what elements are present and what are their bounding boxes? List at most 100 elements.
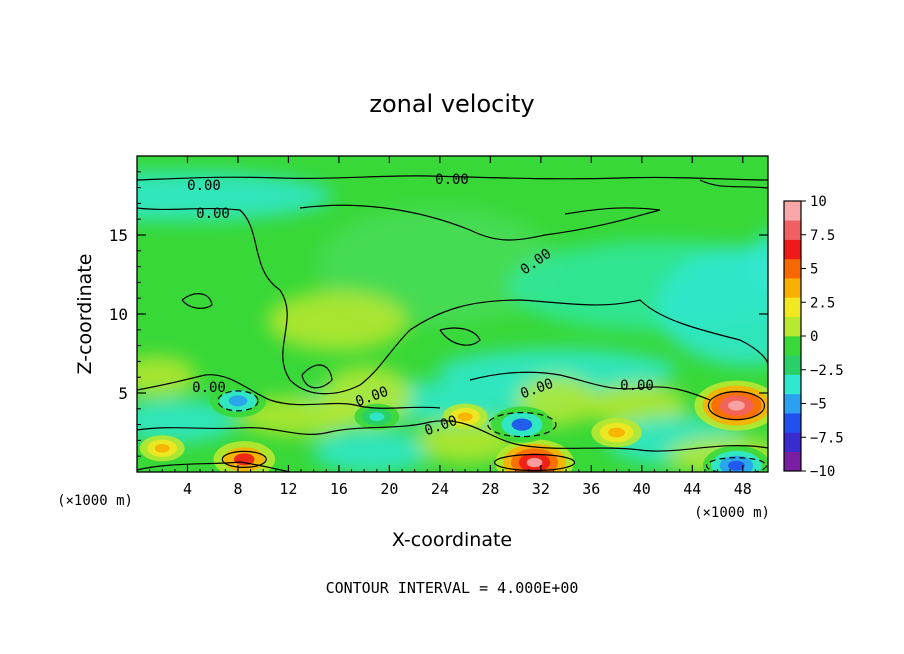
x-tick-label: 12 <box>279 480 297 498</box>
x-tick: 32 <box>532 156 550 498</box>
velocity-core <box>495 439 574 472</box>
colorbar-segment <box>784 451 801 472</box>
contour-label: 0.00 <box>620 378 654 394</box>
x-unit-right: (×1000 m) <box>694 505 770 521</box>
negative-contour <box>705 457 768 472</box>
x-axis: 4 8 12 16 20 24 28 32 36 40 44 48 <box>149 156 756 498</box>
colorbar-label: −10 <box>810 464 835 480</box>
colorbar-segment <box>784 374 801 395</box>
positive-contour <box>221 450 267 468</box>
y-tick-label: 15 <box>109 226 128 245</box>
y-tick: 15 <box>109 226 768 245</box>
colorbar-label: −2.5 <box>810 363 844 379</box>
x-tick: 12 <box>279 156 297 498</box>
x-tick: 8 <box>233 156 242 498</box>
contour-lines <box>137 175 768 472</box>
colorbar-segment <box>784 393 801 414</box>
contour-label: 0.00 <box>196 206 230 222</box>
contour-line <box>137 374 441 409</box>
contour-label: 0.00 <box>435 172 469 188</box>
field-patch <box>137 399 237 443</box>
x-tick-label: 32 <box>532 480 550 498</box>
field-patch <box>137 356 197 396</box>
x-tick: 36 <box>582 156 600 498</box>
field-patch <box>312 429 432 472</box>
x-tick-label: 16 <box>330 480 348 498</box>
field-patch <box>747 232 768 290</box>
y-tick: 10 <box>109 305 768 324</box>
velocity-core <box>209 384 266 418</box>
contour-line <box>439 327 481 346</box>
contour-line <box>469 371 711 401</box>
colorbar-segment <box>784 220 801 240</box>
colorbar-segment <box>784 316 801 337</box>
positive-contour <box>707 391 766 421</box>
velocity-core <box>213 441 276 472</box>
velocity-core <box>491 406 553 443</box>
plot-area <box>137 156 768 472</box>
negative-contour <box>217 390 259 412</box>
contour-line <box>137 207 768 395</box>
x-tick: 20 <box>380 156 398 498</box>
contour-line <box>699 179 768 189</box>
colorbar-segment <box>784 355 801 375</box>
colorbar-segment <box>784 297 801 318</box>
colorbar-label: 2.5 <box>810 295 835 311</box>
colorbar-label: 5 <box>810 262 818 278</box>
colorbar-segment <box>784 336 801 356</box>
x-tick: 28 <box>481 156 499 498</box>
colorbar-label: 10 <box>810 194 827 210</box>
contour-line <box>181 293 213 309</box>
contour-line <box>299 204 661 241</box>
velocity-core <box>702 445 768 472</box>
x-tick: 40 <box>633 156 651 498</box>
field-patch <box>417 419 517 463</box>
colorbar-segment <box>784 258 801 279</box>
colorbar-label: −7.5 <box>810 430 844 446</box>
field-patch <box>437 349 677 393</box>
velocity-core <box>442 403 488 430</box>
x-tick-label: 20 <box>380 480 398 498</box>
x-tick-label: 44 <box>683 480 701 498</box>
contour-label: 0.00 <box>187 178 221 194</box>
colorbar-segment <box>784 278 801 298</box>
x-unit-left: (×1000 m) <box>57 493 133 509</box>
x-tick: 24 <box>431 156 449 498</box>
field-patch <box>657 246 768 366</box>
x-tick: 16 <box>330 156 348 498</box>
contour-line <box>137 420 768 452</box>
chart-title: zonal velocity <box>369 90 534 118</box>
y-axis: 5 10 15 <box>109 171 768 457</box>
x-tick-label: 40 <box>633 480 651 498</box>
x-tick-label: 28 <box>481 480 499 498</box>
y-tick-label: 5 <box>118 384 128 403</box>
field-patch <box>267 291 407 351</box>
y-tick-label: 10 <box>109 305 128 324</box>
velocity-core <box>139 435 185 462</box>
colorbar-label: 0 <box>810 329 818 345</box>
x-tick: 4 <box>183 156 192 498</box>
colorbar-segment <box>784 201 801 221</box>
contour-label: 0.00 <box>192 380 226 396</box>
contour-interval-note: CONTOUR INTERVAL = 4.000E+00 <box>326 579 579 597</box>
contour-line <box>137 175 768 181</box>
y-tick: 5 <box>118 384 768 403</box>
x-tick-label: 48 <box>734 480 752 498</box>
x-tick: 44 <box>683 156 701 498</box>
field-patch <box>317 206 557 326</box>
x-axis-label: X-coordinate <box>392 529 512 551</box>
x-tick-label: 36 <box>582 480 600 498</box>
contour-line <box>301 364 333 389</box>
colorbar-label: −5 <box>810 397 827 413</box>
velocity-core <box>591 417 642 448</box>
y-axis-label: Z-coordinate <box>74 254 96 375</box>
colorbar-segment <box>784 239 801 260</box>
x-tick: 48 <box>734 156 752 498</box>
x-tick-label: 24 <box>431 480 449 498</box>
colorbar: 10 7.5 5 2.5 0 −2.5 −5 −7.5 −10 <box>783 194 844 480</box>
colorbar-label: 7.5 <box>810 228 835 244</box>
negative-contour <box>487 412 557 438</box>
velocity-core <box>694 380 768 431</box>
x-tick-label: 4 <box>183 480 192 498</box>
